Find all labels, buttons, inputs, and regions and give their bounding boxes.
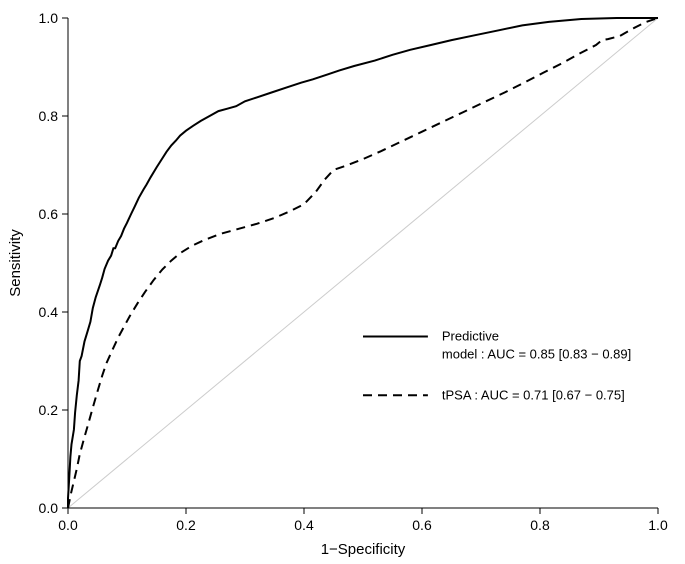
x-axis-label: 1−Specificity	[321, 541, 406, 558]
y-tick-label: 0.6	[39, 206, 59, 222]
legend-label-predictive-1: Predictive	[442, 329, 499, 344]
y-tick-label: 0.4	[39, 304, 59, 320]
x-tick-label: 1.0	[648, 517, 668, 533]
roc-chart: 0.0 0.2 0.4 0.6 0.8 1.0 0.0 0.2 0.4 0.6 0.8 1.0 1−Sp…	[0, 0, 685, 564]
legend-label-tpsa: tPSA : AUC = 0.71 [0.67 − 0.75]	[442, 387, 625, 402]
y-tick-label: 1.0	[39, 10, 59, 26]
x-tick-label: 0.8	[530, 517, 550, 533]
x-tick-label: 0.0	[58, 517, 78, 533]
y-tick-label: 0.0	[39, 500, 59, 516]
x-tick-label: 0.4	[294, 517, 314, 533]
x-tick-label: 0.6	[412, 517, 432, 533]
y-tick-label: 0.2	[39, 402, 59, 418]
y-axis-label: Sensitivity	[7, 229, 24, 297]
legend-label-predictive-2: model : AUC = 0.85 [0.83 − 0.89]	[442, 347, 631, 362]
x-tick-label: 0.2	[176, 517, 196, 533]
y-tick-label: 0.8	[39, 108, 59, 124]
